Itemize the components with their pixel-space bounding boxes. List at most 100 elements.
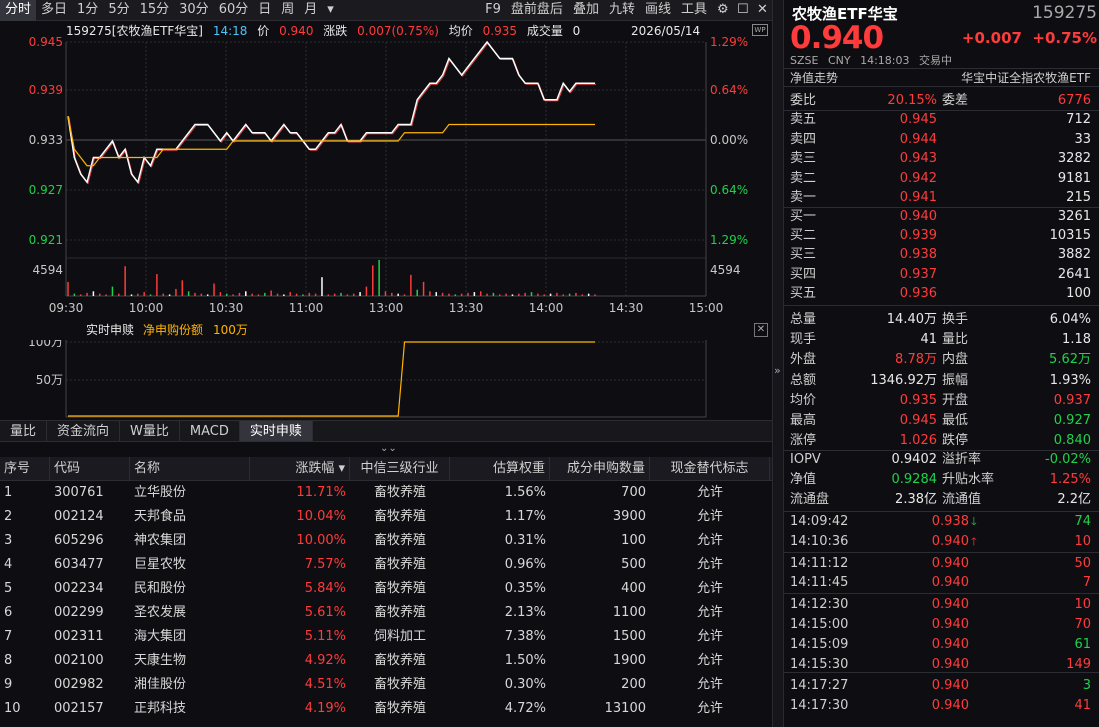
volume-label: 成交量 (526, 24, 563, 38)
tool-button-0[interactable]: F9 (485, 2, 501, 17)
bid-row: 买一 0.940 3261 (784, 207, 1099, 226)
gear-icon[interactable]: ⚙ (717, 2, 729, 17)
table-row[interactable]: 10 002157 正邦科技 4.19% 畜牧养殖 4.72% 13100 允许 (0, 697, 772, 721)
column-header-5[interactable]: 估算权重 (450, 457, 550, 480)
y-tick-label: 0.927 (29, 183, 63, 197)
table-cell: 2.13% (504, 605, 546, 620)
intraday-chart[interactable]: 0.945 0.939 0.933 0.927 0.921 1.29% 0.64% 0.00%… (0, 0, 772, 320)
level-label: 卖五 (790, 112, 817, 127)
ask-row: 卖三 0.943 3282 (784, 149, 1099, 168)
period-tab-2[interactable]: 1分 (77, 2, 99, 17)
period-tab-7[interactable]: 日 (258, 2, 272, 17)
table-cell: 湘佳股份 (134, 677, 187, 692)
table-cell: 4.51% (304, 677, 346, 692)
trade-status: 交易中 (919, 54, 952, 67)
dropdown-icon[interactable]: ▾ (327, 2, 334, 17)
period-tab-9[interactable]: 月 (304, 2, 318, 17)
y-right-tick-label: 1.29% (710, 233, 748, 247)
tool-button-4[interactable]: 画线 (644, 2, 671, 17)
tick-volume: 10 (1074, 597, 1091, 613)
table-cell: 13100 (604, 701, 646, 716)
level-label: 买二 (790, 228, 817, 244)
table-cell: 允许 (696, 653, 723, 668)
level-volume: 33 (1074, 131, 1091, 147)
stat-row: 现手 41 量比 1.18 (784, 330, 1099, 349)
table-row[interactable]: 5 002234 民和股份 5.84% 畜牧养殖 0.35% 400 允许 (0, 577, 772, 601)
period-tab-5[interactable]: 30分 (179, 2, 209, 17)
avg-price-line (67, 116, 595, 167)
period-tab-0[interactable]: 分时 (0, 0, 37, 21)
table-row[interactable]: 8 002100 天康生物 4.92% 畜牧养殖 1.50% 1900 允许 (0, 649, 772, 673)
stat-value: 1346.92万 (870, 372, 937, 388)
stat-value: 1.25% (1049, 472, 1091, 487)
period-tab-3[interactable]: 5分 (108, 2, 130, 17)
close-icon[interactable]: ✕ (757, 2, 768, 17)
period-tab-1[interactable]: 多日 (41, 2, 68, 17)
table-cell: 圣农发展 (134, 605, 187, 620)
sub-y-tick-label: 50万 (36, 373, 63, 387)
tool-button-3[interactable]: 九转 (608, 2, 635, 17)
bid-row: 买三 0.938 3882 (784, 245, 1099, 264)
wp-icon[interactable]: WP (752, 24, 768, 36)
column-header-6[interactable]: 成分申购数量 (550, 457, 650, 480)
table-row[interactable]: 1 300761 立华股份 11.71% 畜牧养殖 1.56% 700 允许 (0, 481, 772, 505)
tick-volume: 149 (1066, 656, 1091, 672)
bid-row: 买四 0.937 2641 (784, 265, 1099, 284)
tool-button-2[interactable]: 叠加 (572, 2, 599, 17)
column-header-3[interactable]: 涨跌幅 ▾ (250, 457, 350, 480)
table-row[interactable]: 4 603477 巨星农牧 7.57% 畜牧养殖 0.96% 500 允许 (0, 553, 772, 577)
stat-label: 升贴水率 (942, 472, 995, 487)
tab-0[interactable]: 量比 (0, 421, 48, 441)
tick-row: 14:15:30 0.940 149 (784, 655, 1099, 675)
tab-2[interactable]: W量比 (120, 421, 180, 441)
security-name: 农牧渔ETF华宝 (792, 5, 898, 23)
period-tab-6[interactable]: 60分 (218, 2, 249, 17)
panel-divider[interactable]: » (772, 0, 784, 727)
period-tab-4[interactable]: 15分 (139, 2, 170, 17)
tool-button-1[interactable]: 盘前盘后 (510, 2, 563, 17)
table-row[interactable]: 3 605296 神农集团 10.00% 畜牧养殖 0.31% 100 允许 (0, 529, 772, 553)
expand-icon[interactable]: » (774, 364, 781, 377)
table-cell: 民和股份 (134, 581, 187, 596)
tab-4[interactable]: 实时申赎 (239, 421, 313, 441)
nav-row[interactable]: 净值走势 华宝中证全指农牧渔ETF (784, 68, 1099, 87)
column-header-0[interactable]: 序号 (0, 457, 50, 480)
close-icon[interactable]: ✕ (754, 323, 768, 337)
table-row[interactable]: 6 002299 圣农发展 5.61% 畜牧养殖 2.13% 1100 允许 (0, 601, 772, 625)
tab-3[interactable]: MACD (180, 421, 240, 441)
column-header-2[interactable]: 名称 (130, 457, 250, 480)
table-cell: 允许 (696, 605, 723, 620)
level-volume: 100 (1066, 285, 1091, 301)
collapse-icon[interactable]: ⌄⌄ (380, 443, 397, 454)
column-header-4[interactable]: 中信三级行业 (350, 457, 450, 480)
table-cell: 4.92% (304, 653, 346, 668)
table-cell: 正邦科技 (134, 701, 187, 716)
y-tick-label: 0.921 (29, 233, 63, 247)
tick-time: 14:17:30 (790, 698, 849, 714)
column-header-1[interactable]: 代码 (50, 457, 130, 480)
table-cell: 神农集团 (134, 533, 187, 548)
subscription-legend: 净申购份额 (143, 323, 204, 337)
tick-volume: 41 (1074, 698, 1091, 714)
chart-price: 0.940 (279, 24, 314, 38)
tool-button-5[interactable]: 工具 (680, 2, 707, 17)
table-cell: 1500 (612, 629, 646, 644)
table-cell: 200 (621, 677, 646, 692)
arrow-down-icon: 🡓 (971, 515, 977, 528)
level-price: 0.941 (899, 190, 937, 205)
stat-label: 换手 (942, 312, 969, 327)
window-icon[interactable]: ☐ (737, 2, 749, 17)
volume-right-tick-label: 4594 (710, 263, 741, 277)
stat-label: 净值 (790, 472, 817, 487)
tab-1[interactable]: 资金流向 (47, 421, 121, 441)
table-row[interactable]: 9 002982 湘佳股份 4.51% 畜牧养殖 0.30% 200 允许 (0, 673, 772, 697)
table-cell: 允许 (696, 701, 723, 716)
nav-trend-link[interactable]: 净值走势 (790, 71, 839, 85)
tick-row: 14:11:45 0.940 7 (784, 573, 1099, 593)
column-header-7[interactable]: 现金替代标志 (650, 457, 770, 480)
ask-row: 卖一 0.941 215 (784, 188, 1099, 207)
table-row[interactable]: 7 002311 海大集团 5.11% 饲料加工 7.38% 1500 允许 (0, 625, 772, 649)
period-tab-8[interactable]: 周 (281, 2, 295, 17)
table-row[interactable]: 2 002124 天邦食品 10.04% 畜牧养殖 1.17% 3900 允许 (0, 505, 772, 529)
table-cell: 002100 (54, 653, 104, 668)
